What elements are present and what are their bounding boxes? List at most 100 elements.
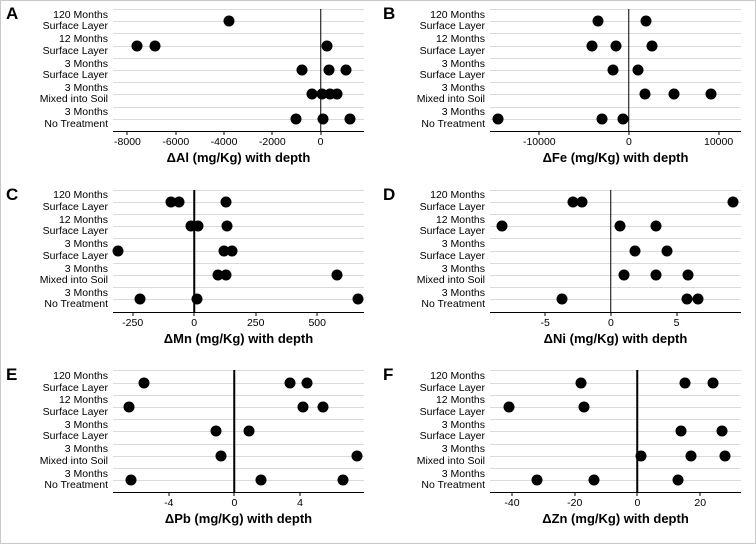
data-point xyxy=(618,269,630,281)
category-treatment-label: Surface Layer xyxy=(42,381,108,394)
data-point xyxy=(301,377,313,389)
category-label: 3 Months Mixed into Soil xyxy=(380,82,490,106)
data-point xyxy=(123,401,135,413)
plot-wrap: -10000 0 10000 xyxy=(490,9,741,149)
category-label: 3 Months No Treatment xyxy=(380,107,490,131)
panel-letter: F xyxy=(383,365,394,385)
category-label: 3 Months Surface Layer xyxy=(3,58,113,82)
plot-area xyxy=(490,9,741,132)
gridline xyxy=(113,370,364,372)
data-point xyxy=(331,269,343,281)
x-axis-tick-label: 0 xyxy=(607,316,614,329)
plot-wrap: -40 -20 0 20 xyxy=(490,370,741,510)
gridline xyxy=(490,250,741,252)
gridline xyxy=(490,370,741,372)
x-axis-tick xyxy=(538,132,540,135)
category-duration-label: 3 Months xyxy=(64,262,108,275)
gridline xyxy=(113,45,364,47)
category-label: 120 Months Surface Layer xyxy=(380,9,490,33)
plot-area xyxy=(490,370,741,494)
gridline xyxy=(490,118,741,120)
data-point xyxy=(255,474,267,486)
zero-line xyxy=(636,370,639,493)
zero-line xyxy=(628,9,630,131)
x-axis-tick-label: 0 xyxy=(231,497,238,510)
x-axis-tick-label: -6000 xyxy=(162,136,190,148)
x-axis-title: ΔNi (mg/Kg) with depth xyxy=(543,330,688,346)
gridline xyxy=(490,9,741,10)
gridline xyxy=(113,455,364,457)
data-point xyxy=(284,377,296,389)
gridline xyxy=(490,382,741,384)
data-point xyxy=(586,40,598,52)
gridline xyxy=(113,287,364,289)
category-label: 3 Months Mixed into Soil xyxy=(3,263,113,287)
zero-line xyxy=(233,370,236,493)
panel-E: E 120 Months Surface Layer 12 Months Surface… xyxy=(1,362,378,543)
x-axis-tick xyxy=(574,493,576,497)
x-axis-tick xyxy=(126,132,128,135)
panel-F: F 120 Months Surface Layer 12 Months Surface… xyxy=(378,362,755,543)
gridline xyxy=(113,443,364,445)
category-treatment-label: Mixed into Soil xyxy=(39,454,108,467)
x-axis-tick-label: -2000 xyxy=(258,136,286,148)
data-point xyxy=(173,196,185,208)
gridline xyxy=(490,455,741,457)
gridline xyxy=(490,419,741,421)
zero-line xyxy=(319,9,322,131)
category-duration-label: 3 Months xyxy=(64,106,108,119)
data-point xyxy=(138,377,150,389)
category-duration-label: 3 Months xyxy=(441,262,485,275)
data-point xyxy=(617,113,629,125)
x-axis: -250 0 250 500 xyxy=(113,312,364,330)
gridline xyxy=(113,33,364,35)
category-duration-label: 3 Months xyxy=(64,81,108,94)
data-point xyxy=(112,245,124,257)
data-point xyxy=(556,293,568,305)
category-duration-label: 3 Months xyxy=(441,443,485,456)
data-point xyxy=(692,293,704,305)
category-treatment-label: Surface Layer xyxy=(42,430,108,443)
category-duration-label: 3 Months xyxy=(64,443,108,456)
gridline xyxy=(113,419,364,421)
gridline xyxy=(113,480,364,482)
category-duration-label: 120 Months xyxy=(430,189,485,202)
x-axis-tick xyxy=(511,493,513,497)
category-label: 12 Months Surface Layer xyxy=(3,395,113,419)
category-duration-label: 3 Months xyxy=(64,418,108,431)
gridline xyxy=(490,275,741,277)
data-point xyxy=(578,401,590,413)
data-point xyxy=(192,220,204,232)
x-axis-tick xyxy=(699,493,701,497)
category-duration-label: 120 Months xyxy=(430,370,485,383)
x-axis-tick-label: -40 xyxy=(504,497,520,510)
panel-B: B 120 Months Surface Layer 12 Months Surface… xyxy=(378,1,755,182)
category-treatment-label: Surface Layer xyxy=(42,200,108,213)
x-axis-tick xyxy=(718,132,720,135)
category-duration-label: 3 Months xyxy=(441,418,485,431)
category-duration-label: 12 Months xyxy=(435,33,485,46)
plot-wrap: -250 0 250 500 xyxy=(112,189,364,330)
category-label: 3 Months Mixed into Soil xyxy=(380,263,490,287)
gridline xyxy=(113,382,364,384)
x-axis-tick xyxy=(175,132,177,135)
data-point xyxy=(727,196,739,208)
category-duration-label: 3 Months xyxy=(441,286,485,299)
x-axis-tick-label: 250 xyxy=(246,316,265,329)
panel-letter: A xyxy=(6,4,19,23)
gridline xyxy=(490,287,741,289)
panel-body: 120 Months Surface Layer 12 Months Surface … xyxy=(3,189,364,330)
data-point xyxy=(296,64,308,76)
x-axis: -5 0 5 xyxy=(490,312,741,330)
data-point xyxy=(588,474,600,486)
category-label: 120 Months Surface Layer xyxy=(380,370,490,394)
plot-area xyxy=(490,189,741,313)
data-point xyxy=(323,64,335,76)
gridline xyxy=(113,9,364,10)
x-axis-tick xyxy=(193,312,195,316)
panel-body: 120 Months Surface Layer 12 Months Surface … xyxy=(380,9,741,149)
data-point xyxy=(290,113,302,125)
gridline xyxy=(113,250,364,252)
category-label: 12 Months Surface Layer xyxy=(3,33,113,57)
